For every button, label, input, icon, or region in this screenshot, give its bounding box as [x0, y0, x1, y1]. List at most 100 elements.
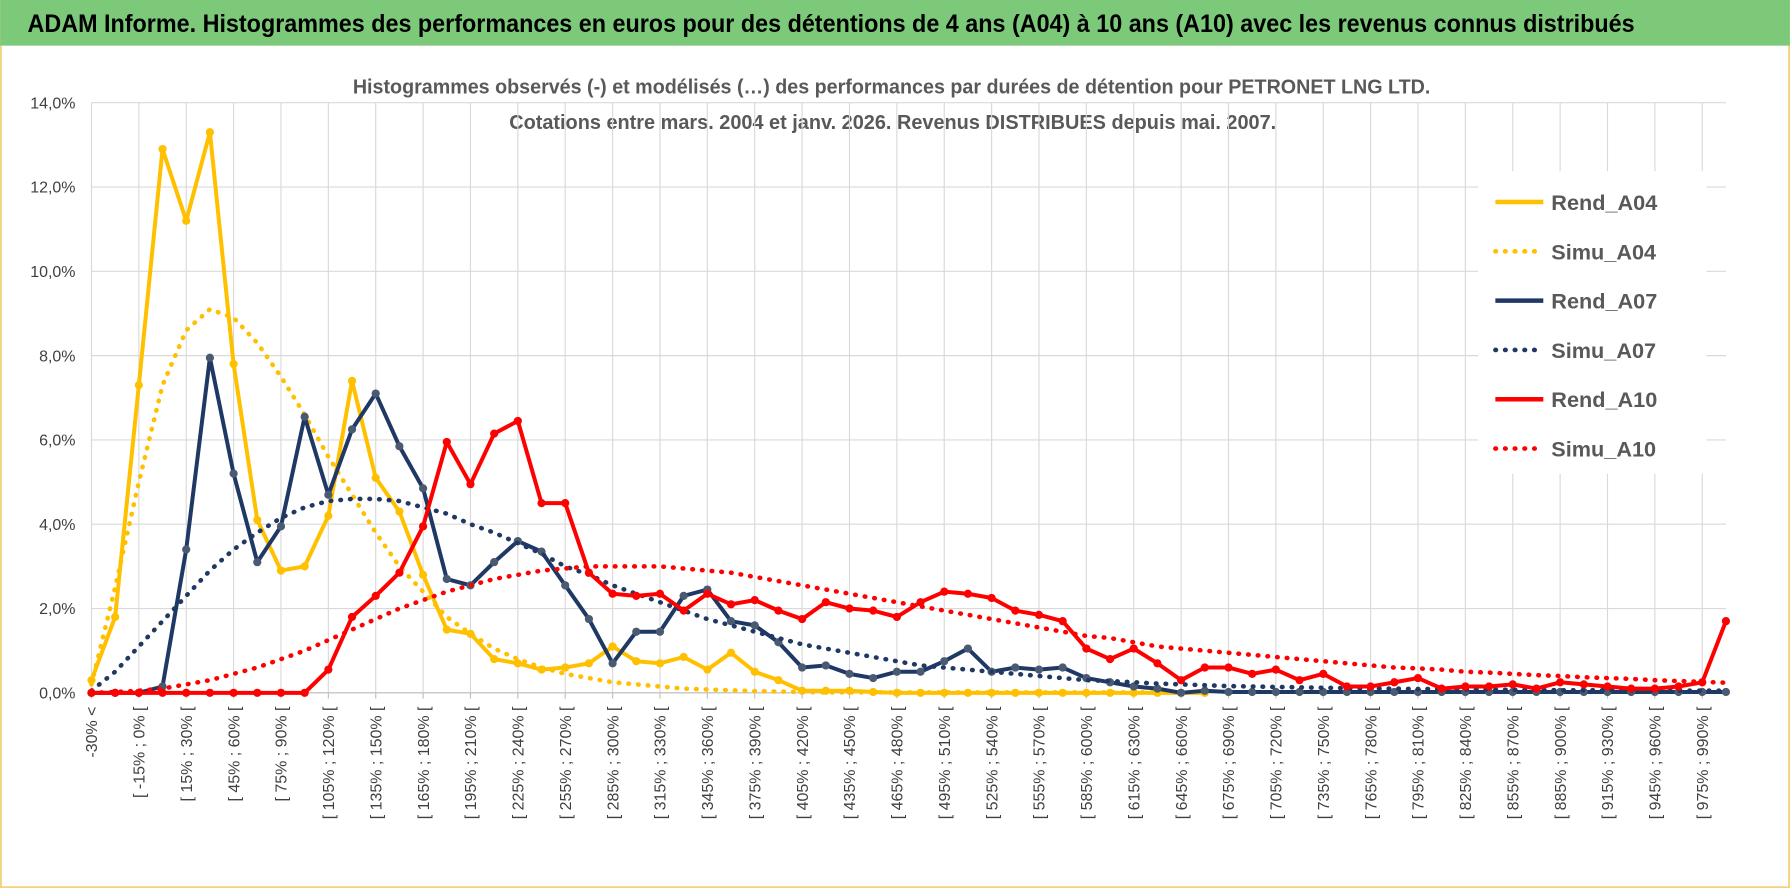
data-point	[584, 614, 594, 624]
data-point	[679, 591, 688, 600]
data-point	[726, 648, 736, 657]
x-tick-label: [ 105% ; 120% [	[321, 706, 338, 819]
data-point	[1224, 687, 1233, 697]
data-point	[869, 606, 878, 615]
data-point	[1508, 680, 1517, 689]
data-point	[182, 688, 191, 697]
x-tick-label: [ 735% ; 750% [	[1316, 706, 1333, 819]
data-point	[1058, 617, 1067, 626]
data-point	[1129, 644, 1138, 653]
x-tick-label: [ 495% ; 510% [	[937, 706, 954, 819]
x-tick-label: [ 555% ; 570% [	[1032, 706, 1049, 819]
data-point	[1153, 659, 1162, 668]
data-point	[111, 612, 120, 622]
y-tick-label: 4,0%	[39, 517, 75, 534]
data-point	[1034, 610, 1044, 619]
data-point	[134, 381, 143, 390]
x-tick-label: [ 345% ; 360% [	[700, 706, 717, 819]
data-point	[371, 473, 380, 482]
data-point	[608, 659, 617, 668]
data-point	[845, 669, 854, 678]
data-point	[1390, 687, 1399, 697]
data-point	[774, 676, 783, 685]
header-bar	[0, 0, 1790, 46]
data-point	[655, 659, 665, 668]
legend-box	[1478, 171, 1707, 474]
x-tick-label: [ 705% ; 720% [	[1269, 706, 1286, 819]
x-tick-label: [ 825% ; 840% [	[1458, 706, 1475, 819]
data-point	[1271, 665, 1280, 674]
data-point	[1721, 687, 1731, 697]
data-point	[1484, 682, 1494, 691]
data-point	[395, 442, 404, 451]
plot	[87, 128, 1731, 697]
data-point	[182, 216, 191, 225]
data-point	[537, 499, 546, 508]
chart-title: Histogrammes observés (-) et modélisés (…	[353, 76, 1430, 99]
data-point	[726, 617, 736, 626]
data-point	[253, 688, 262, 697]
y-tick-label: 2,0%	[39, 601, 75, 618]
x-tick-label: -30% <	[84, 707, 101, 758]
data-point	[347, 376, 357, 386]
x-tick-label: [ 15% ; 30% [	[179, 706, 196, 802]
data-point	[442, 625, 451, 634]
data-point	[371, 389, 380, 398]
data-point	[229, 688, 238, 697]
data-point	[513, 659, 522, 668]
data-point	[797, 614, 807, 624]
data-point	[1295, 676, 1304, 685]
x-tick-label: [ 945% ; 960% [	[1648, 706, 1665, 819]
chart-subtitle: Cotations entre mars. 2004 et janv. 2026…	[509, 111, 1276, 134]
data-point	[513, 416, 522, 426]
data-point	[1011, 606, 1020, 615]
data-point	[1295, 687, 1304, 697]
data-point	[205, 128, 215, 137]
data-point	[1603, 682, 1612, 691]
data-point	[963, 589, 973, 598]
data-point	[655, 627, 665, 636]
data-point	[1627, 684, 1636, 693]
data-point	[679, 606, 688, 615]
data-point	[300, 562, 309, 571]
data-point	[1176, 688, 1186, 697]
data-point	[442, 437, 451, 447]
data-point	[1319, 669, 1328, 678]
data-point	[324, 511, 333, 520]
data-point	[703, 589, 712, 598]
data-point	[963, 644, 973, 653]
data-point	[1413, 673, 1423, 683]
data-point	[1437, 684, 1446, 693]
data-point	[679, 652, 688, 662]
x-tick-label: [ 855% ; 870% [	[1505, 706, 1522, 819]
series-line	[91, 355, 1726, 695]
data-point	[940, 587, 949, 596]
data-point	[726, 600, 736, 609]
data-point	[1034, 665, 1044, 674]
data-point	[1058, 663, 1067, 672]
data-point	[418, 522, 428, 531]
data-point	[371, 591, 380, 600]
x-tick-label: [ 675% ; 690% [	[1221, 706, 1238, 819]
legend-label: Simu_A07	[1551, 338, 1656, 363]
data-point	[561, 581, 570, 590]
data-point	[774, 606, 783, 615]
data-point	[1674, 682, 1683, 691]
data-point	[750, 595, 759, 605]
data-point	[1153, 684, 1162, 693]
data-point	[916, 667, 925, 676]
y-tick-label: 0,0%	[39, 686, 75, 703]
data-point	[892, 667, 901, 676]
header-title: ADAM Informe. Histogrammes des performan…	[28, 10, 1635, 38]
data-point	[253, 515, 262, 525]
data-point	[632, 591, 641, 600]
data-point	[276, 522, 286, 531]
data-point	[750, 667, 759, 676]
x-tick-label: [ 225% ; 240% [	[511, 706, 528, 819]
y-tick-label: 12,0%	[30, 180, 75, 197]
legend-label: Simu_A04	[1551, 239, 1656, 264]
data-point	[1579, 680, 1588, 689]
data-point	[1200, 663, 1209, 672]
data-point	[490, 558, 499, 567]
